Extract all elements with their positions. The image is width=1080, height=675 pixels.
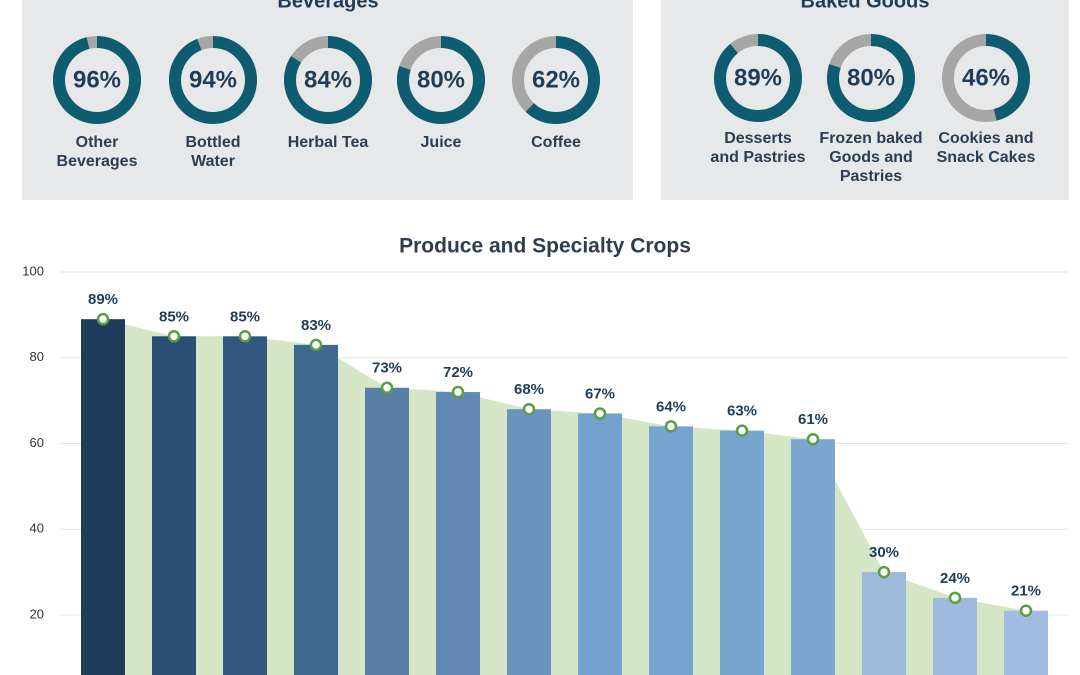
- y-tick-label: 60: [30, 435, 44, 450]
- marker: [238, 330, 252, 343]
- panel-title: Baked Goods: [801, 0, 930, 12]
- donut-label: 46%: [962, 64, 1010, 91]
- value-label: 73%: [372, 360, 402, 377]
- value-label: 72%: [443, 364, 473, 381]
- marker: [806, 432, 820, 446]
- value-label: 64%: [656, 398, 686, 415]
- bar: [791, 439, 835, 675]
- value-label: 30%: [869, 544, 899, 561]
- category-label: Water: [191, 153, 235, 170]
- value-label: 24%: [940, 570, 970, 587]
- category-label: Desserts: [724, 130, 792, 147]
- value-label: 85%: [159, 308, 189, 325]
- donut-label: 62%: [532, 66, 580, 93]
- marker: [948, 591, 962, 605]
- marker: [664, 420, 678, 433]
- donut-label: 84%: [304, 66, 352, 93]
- category-label: Other: [76, 134, 119, 151]
- category-label: Goods and: [829, 149, 913, 166]
- y-tick-label: 100: [22, 263, 44, 278]
- y-tick-label: 80: [30, 349, 44, 364]
- value-label: 85%: [230, 308, 260, 325]
- chart-title: Produce and Specialty Crops: [399, 235, 691, 258]
- donut-label: 94%: [189, 66, 237, 93]
- bar: [933, 597, 977, 675]
- marker: [735, 424, 749, 437]
- donut-arc: [942, 34, 1030, 122]
- panel-title: Beverages: [277, 0, 378, 12]
- bar: [649, 426, 693, 675]
- category-label: Coffee: [531, 134, 581, 151]
- bar: [862, 572, 906, 675]
- bar: [152, 336, 196, 675]
- y-tick-label: 40: [30, 521, 44, 536]
- marker: [380, 381, 394, 395]
- category-label: Snack Cakes: [937, 149, 1036, 166]
- value-label: 83%: [301, 317, 331, 334]
- donut-arc: [53, 36, 141, 124]
- bar: [1004, 610, 1048, 675]
- category-label: Juice: [421, 134, 462, 151]
- bar: [720, 430, 764, 675]
- donut-label: 89%: [734, 64, 782, 91]
- donut-label: 80%: [847, 64, 895, 91]
- bar: [81, 319, 125, 675]
- bar: [436, 392, 480, 675]
- value-label: 61%: [798, 411, 828, 428]
- category-label: Frozen baked: [819, 130, 922, 147]
- donut-arc: [512, 36, 600, 124]
- donut-arc: [284, 36, 372, 124]
- marker: [1019, 604, 1033, 617]
- value-label: 67%: [585, 385, 615, 402]
- marker: [167, 330, 181, 343]
- marker: [522, 402, 536, 416]
- category-label: Pastries: [840, 168, 902, 185]
- category-label: Bottled: [185, 134, 240, 151]
- bar: [223, 336, 267, 675]
- bar: [294, 344, 338, 675]
- donut-label: 96%: [73, 66, 121, 93]
- donut-arc: [397, 36, 485, 124]
- value-label: 63%: [727, 403, 757, 420]
- marker: [309, 338, 323, 352]
- value-label: 68%: [514, 381, 544, 398]
- marker: [877, 565, 891, 579]
- donut-label: 80%: [417, 66, 465, 93]
- donut-arc: [169, 36, 257, 124]
- bar: [365, 387, 409, 675]
- donut-arc: [827, 34, 915, 122]
- marker: [593, 407, 607, 420]
- marker: [96, 312, 110, 326]
- value-label: 21%: [1011, 583, 1041, 600]
- bar: [507, 409, 551, 675]
- marker: [451, 385, 465, 399]
- category-label: Beverages: [57, 153, 138, 170]
- value-label: 89%: [88, 291, 118, 308]
- y-tick-label: 20: [30, 606, 44, 621]
- category-label: Herbal Tea: [288, 134, 369, 151]
- category-label: Cookies and: [938, 130, 1033, 147]
- donut-arc: [714, 34, 802, 122]
- category-label: and Pastries: [710, 149, 805, 166]
- bar: [578, 413, 622, 675]
